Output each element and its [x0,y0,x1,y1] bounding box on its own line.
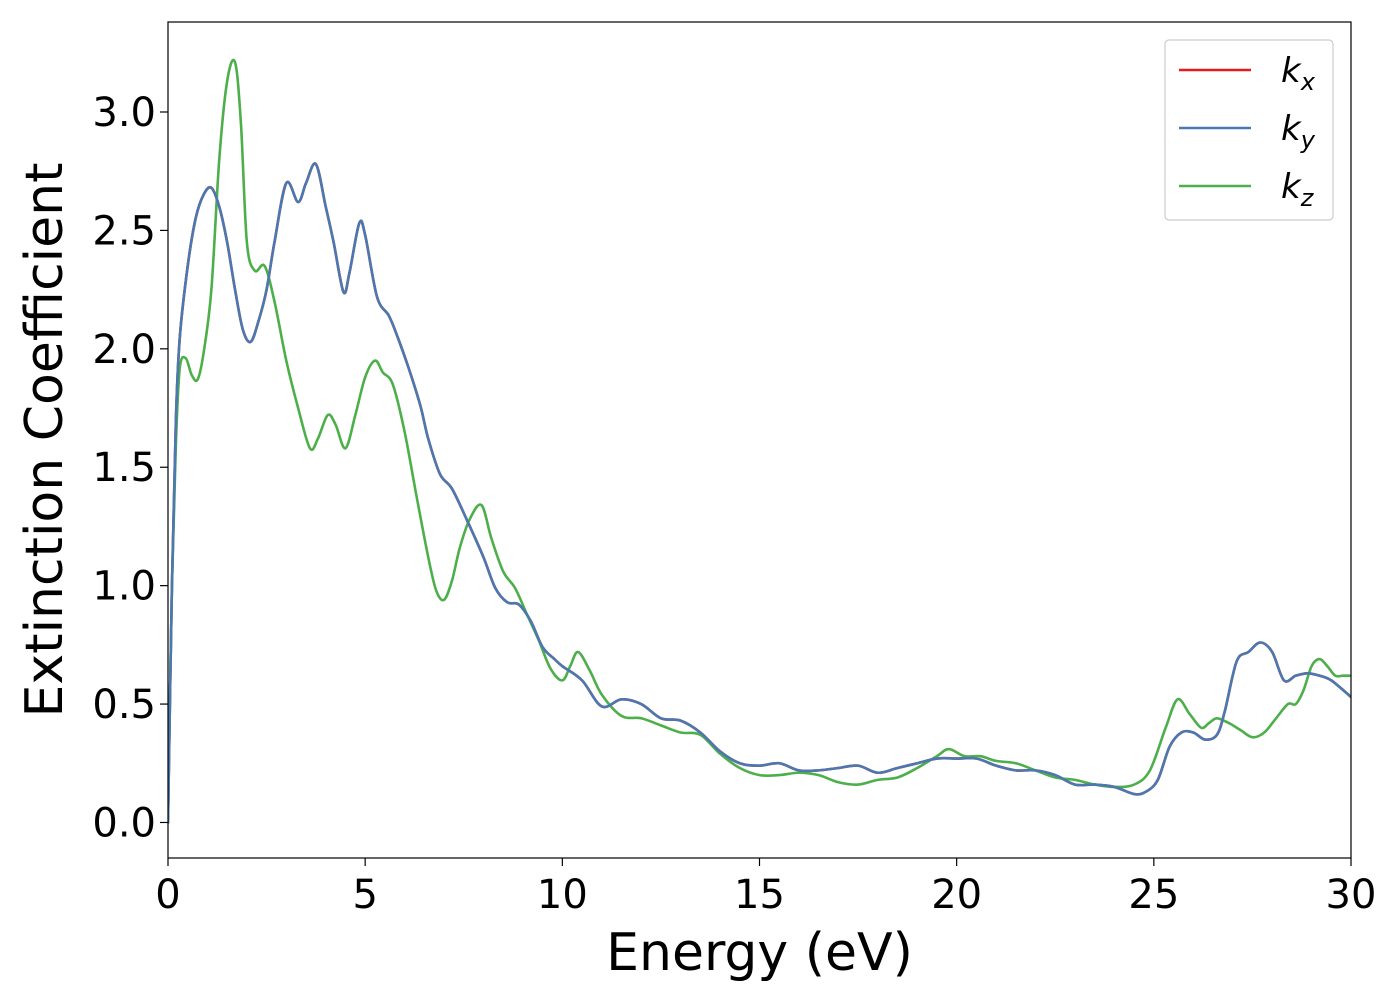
x-tick-label: 15 [734,872,785,918]
x-tick-label: 30 [1326,872,1377,918]
legend-box [1164,39,1334,221]
legend-label: kx [1281,51,1316,96]
y-tick-label: 1.5 [92,445,156,491]
x-tick-label: 25 [1128,872,1179,918]
series-layer [168,58,1351,824]
y-tick-label: 0.0 [92,800,156,846]
legend-item-kz: kz [1179,167,1315,212]
y-tick-label: 1.0 [92,564,156,610]
x-tick-label: 0 [155,872,180,918]
x-tick-label: 5 [352,872,377,918]
x-axis: 0 5 10 15 20 25 30 [155,858,1376,918]
y-tick-label: 2.5 [92,208,156,254]
y-axis-label: Extinction Coefficient [15,163,75,718]
series-line-kz [168,58,1351,824]
x-axis-label: Energy (eV) [606,923,913,983]
x-tick-label: 20 [931,872,982,918]
legend-item-kx: kx [1179,51,1316,96]
legend-label: ky [1281,109,1316,154]
y-axis: 0.0 0.5 1.0 1.5 2.0 2.5 3.0 [92,90,168,846]
series-line-ky [168,162,1351,824]
legend-label: kz [1281,167,1315,212]
y-tick-label: 2.0 [92,327,156,373]
y-tick-label: 0.5 [92,682,156,728]
y-tick-label: 3.0 [92,90,156,136]
legend-item-ky: ky [1179,109,1316,154]
legend: kx ky kz [1164,39,1334,221]
x-tick-label: 10 [537,872,588,918]
